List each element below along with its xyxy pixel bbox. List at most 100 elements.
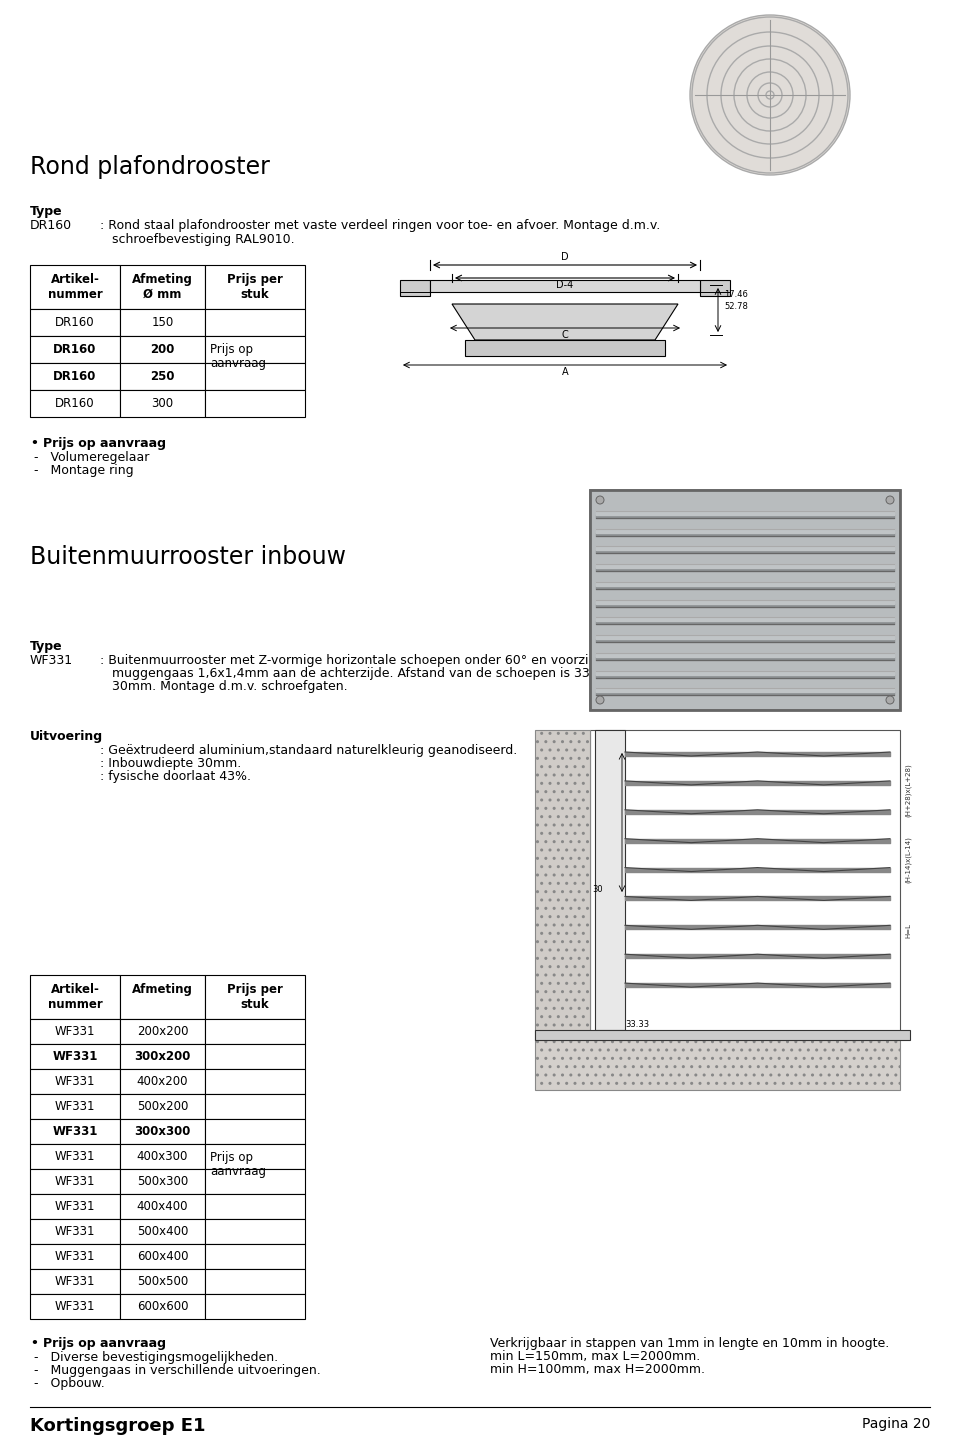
Text: (H-14)x(L-14): (H-14)x(L-14) (905, 836, 911, 884)
Text: D-4: D-4 (557, 280, 574, 290)
Text: schroefbevestiging RAL9010.: schroefbevestiging RAL9010. (100, 234, 295, 247)
Bar (120, 1218, 205, 1244)
Text: -   Muggengaas in verschillende uitvoeringen.: - Muggengaas in verschillende uitvoering… (34, 1364, 321, 1377)
Text: min H=100mm, max H=2000mm.: min H=100mm, max H=2000mm. (490, 1363, 705, 1376)
Text: WF331: WF331 (55, 1301, 95, 1314)
Text: Verkrijgbaar in stappen van 1mm in lengte en 10mm in hoogte.: Verkrijgbaar in stappen van 1mm in lengt… (490, 1337, 889, 1350)
Text: WF331: WF331 (52, 1050, 98, 1063)
Bar (400, 280, 430, 296)
Bar (205, 309, 305, 336)
Text: Rond plafondrooster: Rond plafondrooster (30, 154, 270, 179)
Text: DR160: DR160 (55, 316, 95, 329)
Bar (120, 389, 205, 417)
Bar (30, 1094, 120, 1119)
Text: WF331: WF331 (52, 1125, 98, 1138)
Text: 500x400: 500x400 (137, 1226, 188, 1239)
Text: 500x300: 500x300 (137, 1175, 188, 1188)
Text: C: C (562, 330, 568, 340)
Text: 300x200: 300x200 (134, 1050, 191, 1063)
Text: min L=150mm, max L=2000mm.: min L=150mm, max L=2000mm. (490, 1350, 700, 1363)
Text: 600x600: 600x600 (136, 1301, 188, 1314)
Text: 500x500: 500x500 (137, 1275, 188, 1288)
Bar (205, 1244, 305, 1269)
Text: -   Volumeregelaar: - Volumeregelaar (34, 451, 150, 464)
Text: stuk: stuk (241, 998, 270, 1011)
Text: D: D (562, 252, 569, 262)
Bar (120, 1069, 205, 1094)
Text: WF331: WF331 (55, 1250, 95, 1263)
Bar (535, 730, 590, 1040)
Text: WF331: WF331 (30, 655, 73, 668)
Bar (120, 975, 205, 1019)
Bar (30, 389, 120, 417)
Bar (205, 363, 305, 389)
Text: 250: 250 (151, 371, 175, 384)
Text: DR160: DR160 (54, 371, 97, 384)
Bar (120, 1094, 205, 1119)
Text: Type: Type (30, 640, 62, 653)
Text: 300: 300 (152, 397, 174, 410)
Text: Buitenmuurrooster inbouw: Buitenmuurrooster inbouw (30, 545, 346, 570)
Bar (120, 336, 205, 363)
Bar (535, 1040, 900, 1090)
Text: WF331: WF331 (55, 1275, 95, 1288)
Circle shape (886, 696, 894, 704)
Text: nummer: nummer (48, 998, 103, 1011)
Text: 400x400: 400x400 (136, 1200, 188, 1213)
Text: -   Montage ring: - Montage ring (34, 464, 133, 477)
Bar (465, 340, 665, 356)
Text: nummer: nummer (48, 288, 103, 301)
Bar (590, 730, 900, 1040)
Bar (120, 1119, 205, 1144)
Text: A: A (562, 368, 568, 376)
Text: •: • (30, 1337, 37, 1350)
Bar (120, 1019, 205, 1044)
Text: Prijs per: Prijs per (228, 273, 283, 286)
Text: Type: Type (30, 205, 62, 218)
Circle shape (690, 14, 850, 174)
Bar (30, 1044, 120, 1069)
Text: 200: 200 (151, 343, 175, 356)
Bar (30, 1269, 120, 1293)
Text: Artikel-: Artikel- (51, 983, 100, 996)
Text: Uitvoering: Uitvoering (30, 730, 103, 743)
Bar (30, 309, 120, 336)
Bar (700, 280, 730, 296)
Bar (205, 1293, 305, 1319)
Text: : Buitenmuurrooster met Z-vormige horizontale schoepen onder 60° en voorzien van: : Buitenmuurrooster met Z-vormige horizo… (100, 655, 692, 668)
Text: 30: 30 (592, 885, 603, 894)
Bar (120, 265, 205, 309)
Bar (205, 1044, 305, 1069)
Circle shape (596, 696, 604, 704)
Text: Prijs op: Prijs op (210, 1151, 253, 1164)
Text: Ø mm: Ø mm (143, 288, 181, 301)
Bar (595, 730, 625, 1030)
Bar (205, 1218, 305, 1244)
Text: Artikel-: Artikel- (51, 273, 100, 286)
Bar (205, 389, 305, 417)
Bar (30, 1169, 120, 1194)
Text: Prijs op aanvraag: Prijs op aanvraag (43, 437, 166, 450)
Bar (205, 1194, 305, 1218)
Text: Afmeting: Afmeting (132, 983, 193, 996)
Text: stuk: stuk (241, 288, 270, 301)
Bar (120, 363, 205, 389)
Bar (120, 1293, 205, 1319)
Bar (205, 1019, 305, 1044)
Bar (30, 1144, 120, 1169)
Text: Afmeting: Afmeting (132, 273, 193, 286)
Text: Prijs op aanvraag: Prijs op aanvraag (43, 1337, 166, 1350)
Bar (205, 1144, 305, 1169)
Bar (205, 336, 305, 363)
Text: 52.78: 52.78 (724, 301, 748, 311)
Bar (30, 363, 120, 389)
Bar (205, 1069, 305, 1094)
Text: 150: 150 (152, 316, 174, 329)
Text: WF331: WF331 (55, 1100, 95, 1113)
Bar (30, 1069, 120, 1094)
Bar (535, 1030, 910, 1040)
Text: WF331: WF331 (55, 1226, 95, 1239)
Bar (205, 1169, 305, 1194)
Bar (30, 1019, 120, 1044)
Text: 200x200: 200x200 (136, 1025, 188, 1038)
